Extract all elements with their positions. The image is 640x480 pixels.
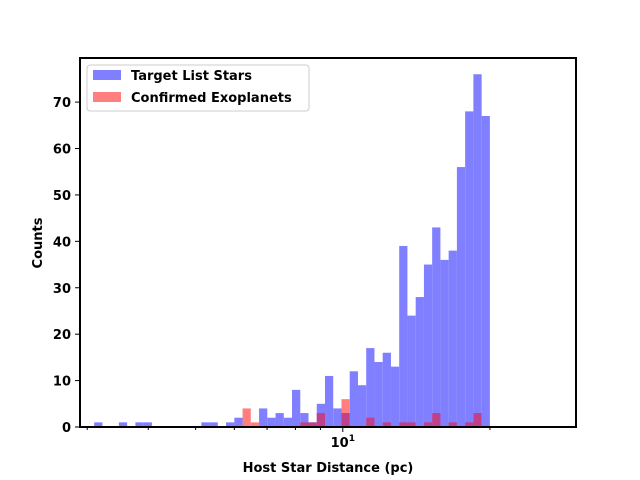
target-bar (374, 362, 383, 427)
exoplanet-bar (300, 422, 309, 427)
target-bar (456, 167, 466, 427)
exoplanet-bar (250, 422, 260, 427)
y-tick-label: 70 (53, 96, 71, 111)
y-tick-label: 10 (53, 375, 71, 390)
exoplanet-bar (316, 413, 325, 427)
target-bar (94, 422, 103, 427)
target-bar (473, 74, 482, 427)
exoplanet-bar (341, 413, 350, 427)
confirmed-exoplanets-series (242, 399, 350, 427)
target-bar (481, 116, 490, 428)
exoplanet-bar (465, 422, 474, 427)
y-axis-title: Counts (31, 217, 46, 268)
target-bar (143, 422, 152, 427)
target-bar (201, 422, 210, 427)
target-bar (440, 259, 449, 427)
legend-label-target: Target List Stars (131, 69, 252, 84)
axis-ticks: 0 10 20 30 40 50 60 70 101 (53, 96, 491, 451)
exoplanet-bar (423, 422, 433, 427)
target-bar (118, 422, 128, 427)
target-bar (399, 245, 408, 427)
target-bar (226, 422, 235, 427)
legend-label-exoplanets: Confirmed Exoplanets (131, 91, 292, 106)
y-tick-label: 20 (53, 328, 71, 343)
target-bar (448, 250, 457, 427)
target-bar (259, 408, 268, 427)
target-bar (415, 297, 424, 427)
overlap-series (300, 413, 482, 427)
target-bar (234, 417, 243, 427)
x-axis-title: Host Star Distance (pc) (243, 461, 414, 476)
target-bar (407, 315, 416, 427)
legend-swatch-exoplanets (93, 92, 121, 102)
target-bar (135, 422, 144, 427)
exoplanet-bar (341, 399, 350, 414)
target-bar (333, 408, 342, 427)
target-bar (209, 422, 218, 427)
x-tick-label: 101 (331, 434, 355, 451)
target-bar (324, 375, 334, 427)
y-tick-label: 60 (53, 143, 71, 158)
exoplanet-bar (382, 422, 391, 427)
target-bar (432, 227, 441, 427)
legend-swatch-target (93, 70, 121, 80)
target-bar (292, 389, 301, 427)
y-tick-label: 0 (62, 421, 71, 436)
target-bar (465, 111, 474, 428)
target-bar (300, 413, 309, 427)
exoplanet-bar (407, 422, 416, 427)
target-bar (390, 366, 400, 427)
legend-frame (86, 64, 310, 112)
plot-frame (79, 57, 577, 428)
target-bar (423, 264, 433, 427)
y-tick-label: 40 (53, 235, 71, 250)
exoplanet-bar (448, 422, 457, 427)
legend: Target List Stars Confirmed Exoplanets (86, 64, 310, 112)
target-bar (267, 417, 276, 427)
target-bar (283, 417, 293, 427)
exoplanet-bar (473, 413, 482, 427)
exoplanet-bar (242, 408, 251, 427)
target-bar (275, 413, 284, 427)
target-list-series (94, 74, 490, 428)
exoplanet-bar (432, 413, 441, 427)
y-tick-label: 30 (53, 282, 71, 297)
target-bar (349, 371, 358, 427)
target-bar (357, 385, 367, 427)
y-tick-label: 50 (53, 189, 71, 204)
target-bar (366, 348, 375, 427)
exoplanet-bar (366, 417, 375, 427)
exoplanet-bar (399, 422, 408, 427)
exoplanet-bar (308, 422, 317, 427)
target-bar (382, 352, 391, 427)
